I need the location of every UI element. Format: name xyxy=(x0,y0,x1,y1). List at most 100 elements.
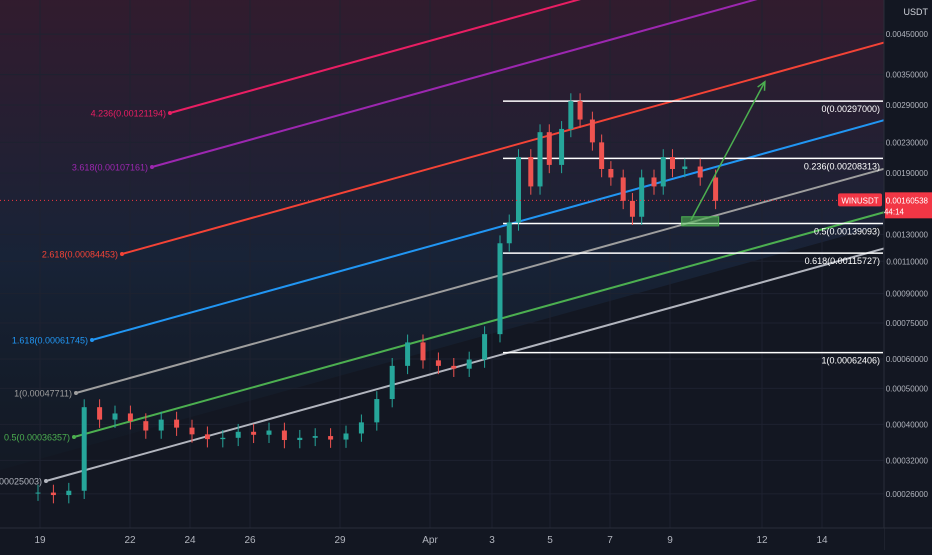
candle-body xyxy=(389,365,395,400)
channel-line xyxy=(151,0,758,168)
time-axis-tick: 24 xyxy=(184,535,196,546)
channel-label: 2.618(0.00084453) xyxy=(42,250,118,260)
retracement-label: 0.618(0.00115727) xyxy=(805,256,880,266)
candle-body xyxy=(66,490,72,496)
candle-body xyxy=(143,421,149,431)
candle-body xyxy=(577,101,583,120)
retracement-label: 0.236(0.00208313) xyxy=(804,161,880,171)
candle-body xyxy=(713,177,719,201)
channel-line xyxy=(45,247,885,482)
candle-body xyxy=(546,132,552,165)
candle-body xyxy=(528,157,534,187)
channel-line xyxy=(73,211,885,438)
target-zone[interactable] xyxy=(681,216,720,227)
channel-anchor-dot xyxy=(150,165,154,169)
candle-body xyxy=(682,166,688,169)
candle-body xyxy=(35,492,41,494)
candle-body xyxy=(81,407,87,491)
channel-line xyxy=(121,41,885,255)
candle-body xyxy=(328,436,334,440)
candle-body xyxy=(50,492,56,496)
last-price-countdown: 44:14 xyxy=(884,207,905,216)
candle-body xyxy=(697,166,703,178)
price-axis-tick: 0.00130000 xyxy=(886,230,929,239)
candle-body xyxy=(515,157,521,223)
candle-body xyxy=(405,342,411,366)
candle-body xyxy=(669,157,675,169)
channel-label: 1.618(0.00061745) xyxy=(12,336,88,346)
candle-body xyxy=(651,177,657,187)
channel-zone-fill xyxy=(0,0,884,470)
time-axis-tick: 3 xyxy=(489,535,495,546)
channel-anchor-dot xyxy=(74,391,78,395)
candle-body xyxy=(599,142,605,169)
candle-body xyxy=(589,119,595,143)
candle-body xyxy=(235,431,241,438)
channel-line xyxy=(169,0,581,114)
candle-body xyxy=(629,200,635,217)
price-axis-tick: 0.00190000 xyxy=(886,169,929,178)
candle-body xyxy=(112,413,118,420)
candle-body xyxy=(537,132,543,187)
candle-body xyxy=(374,399,380,423)
price-axis-tick: 0.00450000 xyxy=(886,30,929,39)
channel-anchor-dot xyxy=(168,111,172,115)
retracement-label: 0(0.00297000) xyxy=(821,104,880,114)
time-axis-tick: 19 xyxy=(34,535,46,546)
time-axis-tick: Apr xyxy=(422,535,438,546)
projection-arrow-line[interactable] xyxy=(690,81,766,221)
channel-anchor-dot xyxy=(120,252,124,256)
candle-body xyxy=(251,431,257,435)
time-axis-tick: 12 xyxy=(756,535,768,546)
candle-body xyxy=(343,433,349,440)
candle-body xyxy=(497,243,503,335)
time-axis-tick: 29 xyxy=(334,535,346,546)
candle-body xyxy=(639,177,645,217)
candle-body xyxy=(482,334,488,360)
price-axis-tick: 0.00075000 xyxy=(886,319,929,328)
candle-body xyxy=(127,413,133,422)
candle-body xyxy=(281,430,287,441)
time-axis-tick: 9 xyxy=(667,535,673,546)
time-axis-tick: 22 xyxy=(124,535,136,546)
channel-label: 0(0.00025003) xyxy=(0,477,42,487)
channel-label: 0.5(0.00036357) xyxy=(4,433,70,443)
price-axis-tick: 0.00290000 xyxy=(886,101,929,110)
candle-body xyxy=(506,222,512,244)
candle-body xyxy=(312,436,318,438)
price-axis-tick: 0.00090000 xyxy=(886,290,929,299)
channel-line xyxy=(75,167,885,394)
candle-body xyxy=(266,430,272,435)
time-axis-tick: 26 xyxy=(244,535,256,546)
candle-body xyxy=(189,427,195,435)
candle-body xyxy=(97,407,103,420)
candle-body xyxy=(297,437,303,441)
candle-body xyxy=(204,434,210,440)
symbol-badge xyxy=(838,193,882,207)
candle-body xyxy=(358,422,364,434)
retracement-label: 1(0.00062406) xyxy=(821,356,880,366)
candle-body xyxy=(608,168,614,178)
candle-body xyxy=(559,128,565,165)
channel-anchor-dot xyxy=(72,435,76,439)
retracement-label: 0.5(0.00139093) xyxy=(814,226,880,236)
candle-body xyxy=(435,360,441,366)
channel-anchor-dot xyxy=(90,338,94,342)
price-axis-tick: 0.00110000 xyxy=(886,257,928,266)
projection-arrow-head xyxy=(757,80,766,91)
price-axis-currency: USDT xyxy=(904,7,929,17)
price-axis-tick: 0.00026000 xyxy=(886,490,929,499)
candle-body xyxy=(220,437,226,440)
candle-body xyxy=(568,101,574,129)
channel-line xyxy=(91,119,885,341)
candle-body xyxy=(620,177,626,201)
channel-label: 3.618(0.00107161) xyxy=(72,163,148,173)
price-axis-bg xyxy=(884,0,932,550)
price-axis-tick: 0.00040000 xyxy=(886,420,929,429)
candle-body xyxy=(158,419,164,431)
time-axis-tick: 7 xyxy=(607,535,613,546)
channel-anchor-dot xyxy=(44,479,48,483)
last-price-value: 0.00160538 xyxy=(886,196,929,205)
